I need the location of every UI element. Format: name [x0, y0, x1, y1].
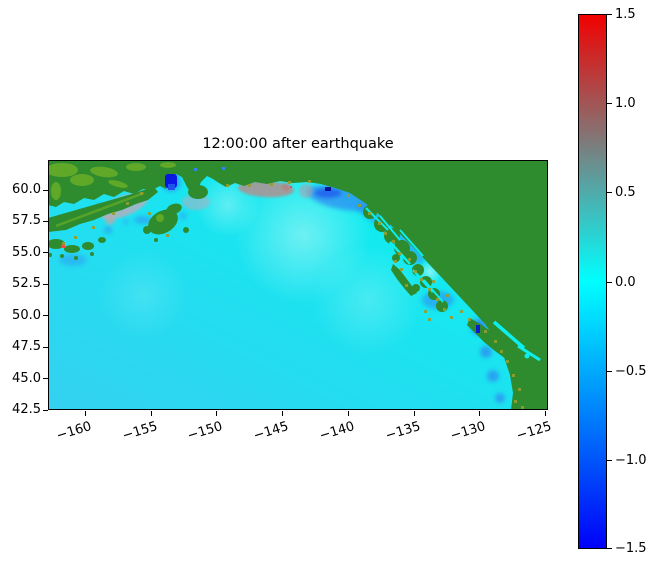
y-tick-label: 55.0 [12, 244, 41, 260]
colorbar-tick-label: −1.0 [615, 452, 647, 468]
colorbar-tick [607, 192, 612, 194]
y-tick-label: 60.0 [12, 182, 41, 197]
y-tick-label: 52.5 [12, 276, 41, 292]
x-tick-label: −135 [383, 419, 422, 444]
colorbar-tick-label: 1.0 [615, 96, 636, 112]
colorbar-tick [607, 370, 612, 372]
kodiak-island [148, 209, 178, 235]
map-image [48, 160, 548, 410]
colorbar-tick [607, 14, 612, 15]
axes-frame [48, 160, 548, 410]
y-tick-label: 45.0 [12, 370, 41, 386]
colorbar-tick-label: 0.0 [615, 274, 636, 290]
map-axes [48, 160, 548, 410]
pnw-trough-spot [476, 325, 480, 333]
y-tick [43, 283, 48, 285]
y-tick [43, 220, 48, 222]
colorbar-tick [607, 459, 612, 461]
colorbar-gradient [578, 14, 607, 549]
y-tick [43, 315, 48, 317]
y-tick-label: 50.0 [12, 307, 41, 323]
colorbar-tick-label: 1.5 [615, 7, 636, 22]
y-tick [43, 409, 48, 411]
haida-gwaii [391, 264, 417, 296]
x-tick [150, 411, 152, 416]
x-tick [413, 411, 415, 416]
x-tick [216, 411, 218, 416]
colorbar-tick [607, 103, 612, 105]
colorbar [578, 14, 607, 549]
x-tick-label: −140 [317, 419, 357, 444]
coast-speckles [62, 180, 524, 409]
colorbar-tick [607, 548, 612, 549]
plot-title: 12:00:00 after earthquake [202, 136, 394, 152]
x-tick-label: −145 [251, 419, 291, 444]
y-tick-label: 42.5 [12, 402, 41, 417]
y-tick [43, 252, 48, 254]
x-tick-label: −160 [54, 419, 94, 444]
x-tick-label: −155 [120, 419, 160, 444]
x-tick [85, 411, 86, 416]
x-tick [545, 411, 546, 416]
x-tick [282, 411, 284, 416]
x-tick [347, 411, 349, 416]
colorbar-tick-label: 0.5 [615, 185, 636, 201]
y-tick [43, 378, 48, 380]
x-tick-label: −125 [514, 419, 554, 444]
x-tick-label: −150 [186, 419, 225, 444]
colorbar-tick-label: −0.5 [615, 363, 647, 379]
land-mass [48, 160, 548, 410]
y-tick-label: 57.5 [12, 213, 41, 229]
aleutian-red-crest-spot [61, 245, 65, 248]
colorbar-frame [578, 14, 607, 549]
x-tick [479, 411, 481, 416]
y-tick-label: 47.5 [12, 339, 41, 355]
y-tick [43, 346, 48, 348]
terrain-highlights [48, 162, 176, 222]
colorbar-tick [607, 281, 612, 283]
colorbar-tick-label: −1.5 [615, 541, 647, 556]
x-tick-label: −130 [449, 419, 488, 444]
y-tick [43, 189, 48, 191]
yakutat-trough-spot [325, 187, 331, 191]
